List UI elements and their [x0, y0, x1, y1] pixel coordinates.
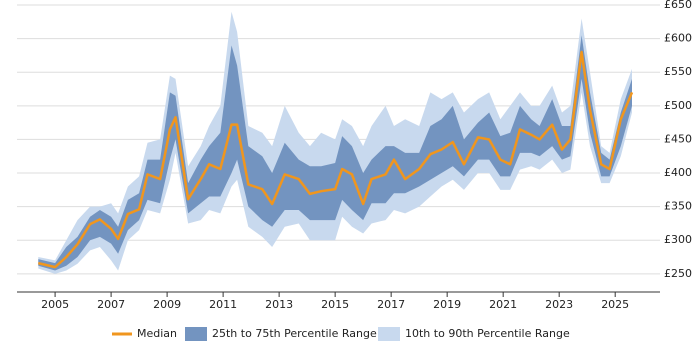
band-layer [38, 11, 632, 274]
axis-layer: £250 £300 £350 £400 £450 £500 £550 £600 £650 2005… [17, 0, 692, 311]
y-tick-label: £650 [664, 0, 692, 11]
legend: Median 25th to 75th Percentile Range 10th … [112, 327, 570, 341]
x-tick-label: 2019 [433, 298, 461, 311]
x-tick-label: 2017 [377, 298, 405, 311]
legend-label: Median [137, 327, 177, 340]
y-tick-label: £550 [664, 65, 692, 78]
x-tick-label: 2013 [265, 298, 293, 311]
legend-label: 10th to 90th Percentile Range [405, 327, 570, 340]
x-tick-label: 2007 [97, 298, 125, 311]
y-tick-label: £600 [664, 32, 692, 45]
y-tick-label: £400 [664, 166, 692, 179]
x-tick-label: 2009 [153, 298, 181, 311]
percentile-band [38, 11, 632, 274]
x-tick-label: 2005 [41, 298, 69, 311]
x-tick-label: 2011 [209, 298, 237, 311]
line-layer [37, 50, 634, 269]
y-tick-label: £250 [664, 267, 692, 280]
x-tick-label: 2021 [489, 298, 517, 311]
legend-label: 25th to 75th Percentile Range [212, 327, 377, 340]
y-tick-label: £450 [664, 132, 692, 145]
median-line [37, 50, 634, 269]
y-tick-label: £500 [664, 99, 692, 112]
x-tick-label: 2015 [321, 298, 349, 311]
legend-swatch [185, 327, 207, 341]
x-tick-label: 2025 [601, 298, 629, 311]
y-tick-label: £350 [664, 200, 692, 213]
legend-swatch [378, 327, 400, 341]
y-tick-label: £300 [664, 233, 692, 246]
x-tick-label: 2023 [545, 298, 573, 311]
